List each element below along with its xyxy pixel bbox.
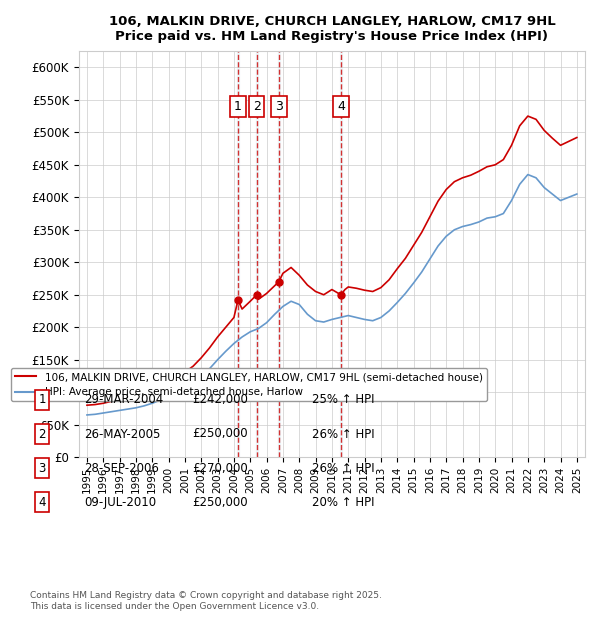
Title: 106, MALKIN DRIVE, CHURCH LANGLEY, HARLOW, CM17 9HL
Price paid vs. HM Land Regis: 106, MALKIN DRIVE, CHURCH LANGLEY, HARLO… [109,15,555,43]
Text: 4: 4 [38,496,46,508]
Text: 26-MAY-2005: 26-MAY-2005 [84,428,160,440]
Text: 28-SEP-2006: 28-SEP-2006 [84,462,159,474]
Text: 3: 3 [275,100,283,113]
Text: 25% ↑ HPI: 25% ↑ HPI [312,394,374,406]
Text: 1: 1 [38,394,46,406]
Bar [278,51,280,457]
Text: 09-JUL-2010: 09-JUL-2010 [84,496,156,508]
Text: 3: 3 [38,462,46,474]
Text: 26% ↑ HPI: 26% ↑ HPI [312,462,374,474]
Text: Contains HM Land Registry data © Crown copyright and database right 2025.
This d: Contains HM Land Registry data © Crown c… [30,591,382,611]
Bar [256,51,257,457]
Text: £250,000: £250,000 [192,496,248,508]
Text: 2: 2 [253,100,261,113]
Text: £270,000: £270,000 [192,462,248,474]
Bar [237,51,239,457]
Text: £250,000: £250,000 [192,428,248,440]
Text: 2: 2 [38,428,46,440]
Text: £242,000: £242,000 [192,394,248,406]
Text: 20% ↑ HPI: 20% ↑ HPI [312,496,374,508]
Bar [340,51,341,457]
Text: 26% ↑ HPI: 26% ↑ HPI [312,428,374,440]
Text: 4: 4 [337,100,345,113]
Legend: 106, MALKIN DRIVE, CHURCH LANGLEY, HARLOW, CM17 9HL (semi-detached house), HPI: : 106, MALKIN DRIVE, CHURCH LANGLEY, HARLO… [11,368,487,402]
Text: 1: 1 [234,100,242,113]
Text: 29-MAR-2004: 29-MAR-2004 [84,394,163,406]
